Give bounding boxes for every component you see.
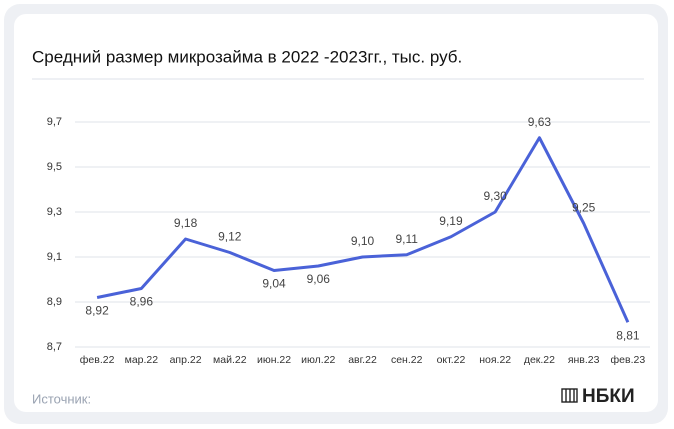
line (96, 136, 630, 323)
logo: НБКИ (582, 386, 635, 407)
data-label: 9,19 (439, 214, 463, 228)
y-tick-label: 8,7 (47, 341, 62, 353)
x-tick-label: мар.22 (125, 354, 159, 366)
x-tick-label: фев.22 (80, 354, 115, 366)
x-tick-label: окт.22 (437, 354, 466, 366)
data-label: 9,06 (307, 272, 331, 286)
x-tick-label: апр.22 (170, 354, 202, 366)
x-tick-label: май.22 (213, 354, 247, 366)
data-label: 9,30 (484, 189, 508, 203)
y-tick-label: 9,1 (47, 251, 62, 263)
data-label: 9,63 (528, 115, 552, 129)
data-label: 9,18 (174, 216, 198, 230)
y-tick-label: 9,3 (47, 206, 62, 218)
data-label: 9,10 (351, 234, 375, 248)
y-tick-label: 9,7 (47, 116, 62, 128)
data-label: 8,81 (616, 328, 640, 342)
x-tick-label: фев.23 (611, 354, 646, 366)
x-tick-label: янв.23 (568, 354, 600, 366)
x-tick-label: дек.22 (524, 354, 555, 366)
data-label: 9,25 (572, 200, 596, 214)
y-tick-label: 9,5 (47, 161, 62, 173)
x-tick-label: сен.22 (391, 354, 423, 366)
data-label: 9,04 (262, 277, 286, 291)
x-tick-label: авг.22 (348, 354, 377, 366)
x-tick-label: ноя.22 (479, 354, 511, 366)
data-label: 8,92 (85, 304, 109, 318)
x-tick-label: июн.22 (257, 354, 291, 366)
source: Источник: (32, 391, 91, 406)
y-tick-label: 8,9 (47, 296, 62, 308)
data-label: 8,96 (130, 295, 154, 309)
data-label: 9,11 (395, 232, 418, 246)
x-tick-label: июл.22 (301, 354, 335, 366)
chart-title: Средний размер микрозайма в 2022 -2023гг… (32, 47, 462, 66)
logo-icon (561, 388, 578, 403)
chart-panel (14, 14, 658, 412)
data-label: 9,12 (218, 230, 242, 244)
